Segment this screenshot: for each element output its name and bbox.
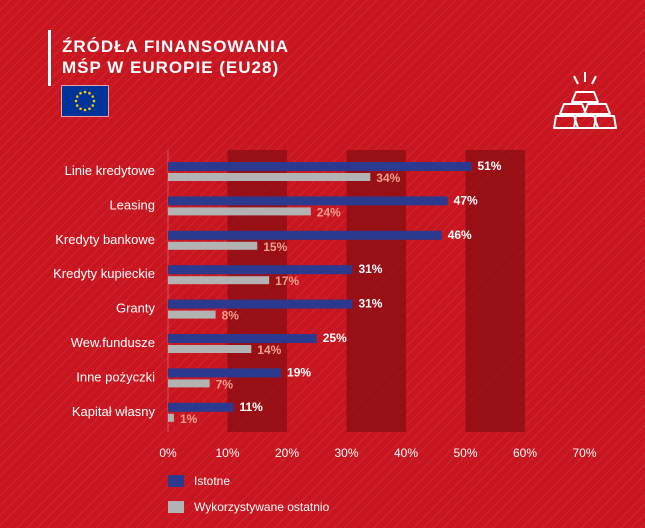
grid-band <box>227 150 287 432</box>
data-label-wykorzystywane: 7% <box>216 377 234 391</box>
data-label-wykorzystywane: 15% <box>263 240 287 254</box>
category-label: Linie kredytowe <box>65 163 155 178</box>
bar-wykorzystywane <box>168 345 252 353</box>
data-label-wykorzystywane: 1% <box>180 412 198 426</box>
x-tick-label: 20% <box>275 446 299 460</box>
bar-wykorzystywane <box>168 207 311 216</box>
gold-bars-icon <box>552 70 618 132</box>
grid-band <box>346 150 406 432</box>
category-label: Inne pożyczki <box>76 369 155 384</box>
bar-istotne <box>168 368 282 378</box>
data-label-istotne: 31% <box>358 262 382 276</box>
bar-istotne <box>168 265 353 275</box>
x-tick-label: 10% <box>215 446 239 460</box>
bar-istotne <box>168 230 442 240</box>
flag-star <box>75 95 79 98</box>
x-tick-label: 70% <box>572 446 596 460</box>
chart-title: ŹRÓDŁA FINANSOWANIA MŚP W EUROPIE (EU28) <box>62 36 289 78</box>
legend-swatch-istotne <box>168 475 184 487</box>
bar-istotne <box>168 334 317 343</box>
bar-wykorzystywane <box>168 310 216 319</box>
bar-istotne <box>168 402 234 412</box>
data-label-istotne: 51% <box>477 159 501 173</box>
bar-wykorzystywane <box>168 379 210 388</box>
bar-istotne <box>168 162 472 171</box>
category-label: Kredyty bankowe <box>55 232 155 247</box>
category-label: Kapitał własny <box>72 404 156 419</box>
category-label: Wew.fundusze <box>71 335 155 350</box>
data-label-wykorzystywane: 17% <box>275 274 299 288</box>
data-label-wykorzystywane: 14% <box>257 343 281 357</box>
bar-wykorzystywane <box>168 241 258 250</box>
data-label-istotne: 11% <box>239 400 263 414</box>
title-line-2: MŚP W EUROPIE (EU28) <box>62 58 280 77</box>
data-label-wykorzystywane: 8% <box>222 309 240 323</box>
bar-wykorzystywane <box>168 173 371 181</box>
legend-label-wykorzystywane: Wykorzystywane ostatnio <box>194 500 330 514</box>
title-line-1: ŹRÓDŁA FINANSOWANIA <box>62 37 290 56</box>
flag-star <box>83 90 87 94</box>
data-label-wykorzystywane: 24% <box>317 205 341 219</box>
category-label: Leasing <box>109 197 155 212</box>
flag-star <box>74 99 78 103</box>
data-label-wykorzystywane: 34% <box>376 171 400 185</box>
category-label: Kredyty kupieckie <box>53 266 155 281</box>
grid-band <box>465 150 525 432</box>
legend-item-wykorzystywane: Wykorzystywane ostatnio <box>168 500 329 514</box>
x-tick-label: 50% <box>453 446 477 460</box>
flag-star <box>88 91 91 95</box>
data-label-istotne: 19% <box>287 365 311 379</box>
flag-star <box>75 104 79 107</box>
title-accent-bar <box>48 30 51 86</box>
bar-wykorzystywane <box>168 276 270 285</box>
legend-item-istotne: Istotne <box>168 474 230 488</box>
category-label: Granty <box>116 301 156 316</box>
flag-star <box>79 107 82 111</box>
flag-star <box>88 107 91 111</box>
x-tick-label: 60% <box>513 446 537 460</box>
bar-istotne <box>168 196 448 206</box>
data-label-istotne: 25% <box>323 331 347 345</box>
x-tick-label: 40% <box>394 446 418 460</box>
x-tick-label: 0% <box>159 446 177 460</box>
bar-wykorzystywane <box>168 413 174 422</box>
eu-flag-icon <box>61 85 109 117</box>
data-label-istotne: 31% <box>358 297 382 311</box>
legend-label-istotne: Istotne <box>194 474 231 488</box>
data-label-istotne: 47% <box>454 193 478 207</box>
flag-star <box>91 95 95 98</box>
flag-star <box>91 104 95 107</box>
data-label-istotne: 46% <box>448 228 472 242</box>
flag-star <box>83 108 87 112</box>
x-tick-label: 30% <box>334 446 358 460</box>
flag-star <box>79 91 82 95</box>
flag-star <box>92 99 96 103</box>
bar-istotne <box>168 299 353 309</box>
legend-swatch-wykorzystywane <box>168 501 184 513</box>
